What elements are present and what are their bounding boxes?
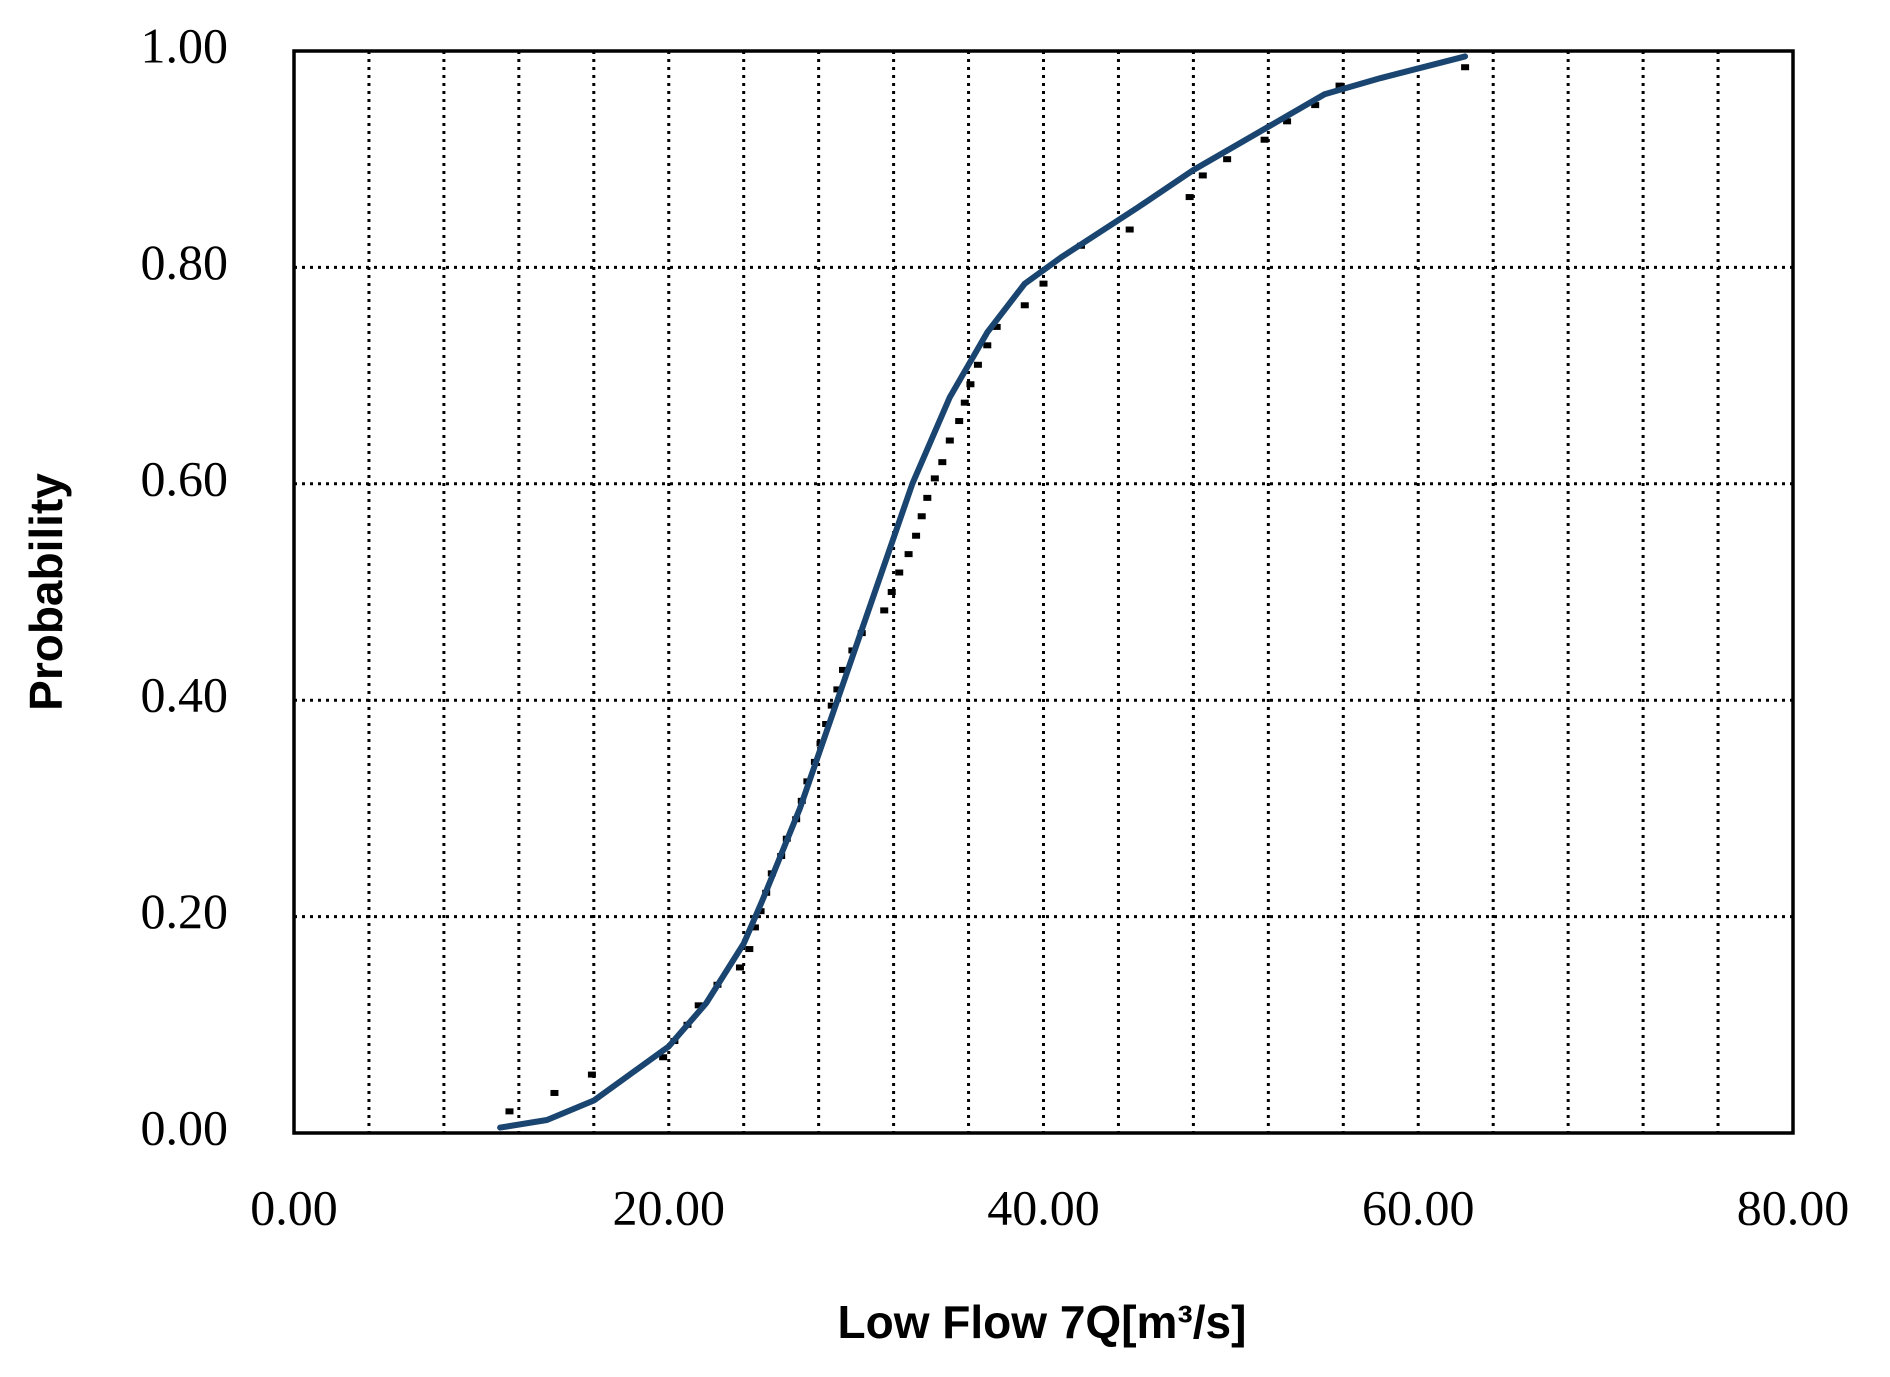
data-point <box>1311 102 1320 109</box>
data-point <box>938 459 947 466</box>
data-point <box>973 361 982 368</box>
data-point <box>1185 194 1194 201</box>
y-tick-label: 1.00 <box>141 17 229 73</box>
data-point <box>923 494 932 501</box>
y-tick-label: 0.60 <box>141 450 229 506</box>
data-point <box>955 418 964 425</box>
data-point <box>833 686 842 693</box>
data-point <box>750 924 759 931</box>
data-point <box>960 399 969 406</box>
fit-line <box>497 53 1469 1131</box>
data-point <box>945 437 954 444</box>
data-point <box>745 946 754 953</box>
data-point <box>983 342 992 349</box>
data-point <box>659 1054 668 1061</box>
data-point <box>1260 136 1269 143</box>
data-point <box>887 589 896 595</box>
data-point <box>505 1108 514 1115</box>
data-point <box>1223 156 1232 163</box>
data-point <box>1125 226 1134 233</box>
data-point <box>827 702 836 709</box>
y-tick-label: 0.80 <box>141 234 229 290</box>
data-point <box>550 1089 559 1096</box>
x-tick-label: 0.00 <box>250 1179 338 1235</box>
data-point <box>904 551 913 558</box>
x-tick-label: 40.00 <box>987 1179 1100 1235</box>
x-tick-label: 20.00 <box>613 1179 726 1235</box>
data-point <box>1283 118 1292 125</box>
data-point <box>1039 280 1048 287</box>
y-tick-label: 0.40 <box>141 667 229 723</box>
data-point <box>1461 64 1470 71</box>
x-tick-label: 80.00 <box>1737 1179 1850 1235</box>
x-tick-label: 60.00 <box>1362 1179 1475 1235</box>
data-point <box>992 323 1001 330</box>
data-point <box>930 475 939 482</box>
plot-border <box>292 49 1795 1135</box>
y-tick-label: 0.20 <box>141 883 229 939</box>
data-point <box>1198 172 1207 179</box>
data-point <box>880 607 889 614</box>
data-point <box>1335 82 1344 89</box>
data-point <box>912 532 921 539</box>
data-point <box>917 513 926 520</box>
data-point <box>1020 302 1029 309</box>
data-point <box>839 666 848 673</box>
data-point <box>895 569 904 576</box>
data-point <box>587 1071 596 1078</box>
data-point <box>966 381 975 388</box>
x-axis-title: Low Flow 7Q[m³/s] <box>838 1296 1247 1348</box>
data-point <box>694 1002 703 1009</box>
y-tick-label: 0.00 <box>141 1099 229 1155</box>
y-axis-title: Probability <box>20 473 72 711</box>
data-point <box>735 964 744 971</box>
